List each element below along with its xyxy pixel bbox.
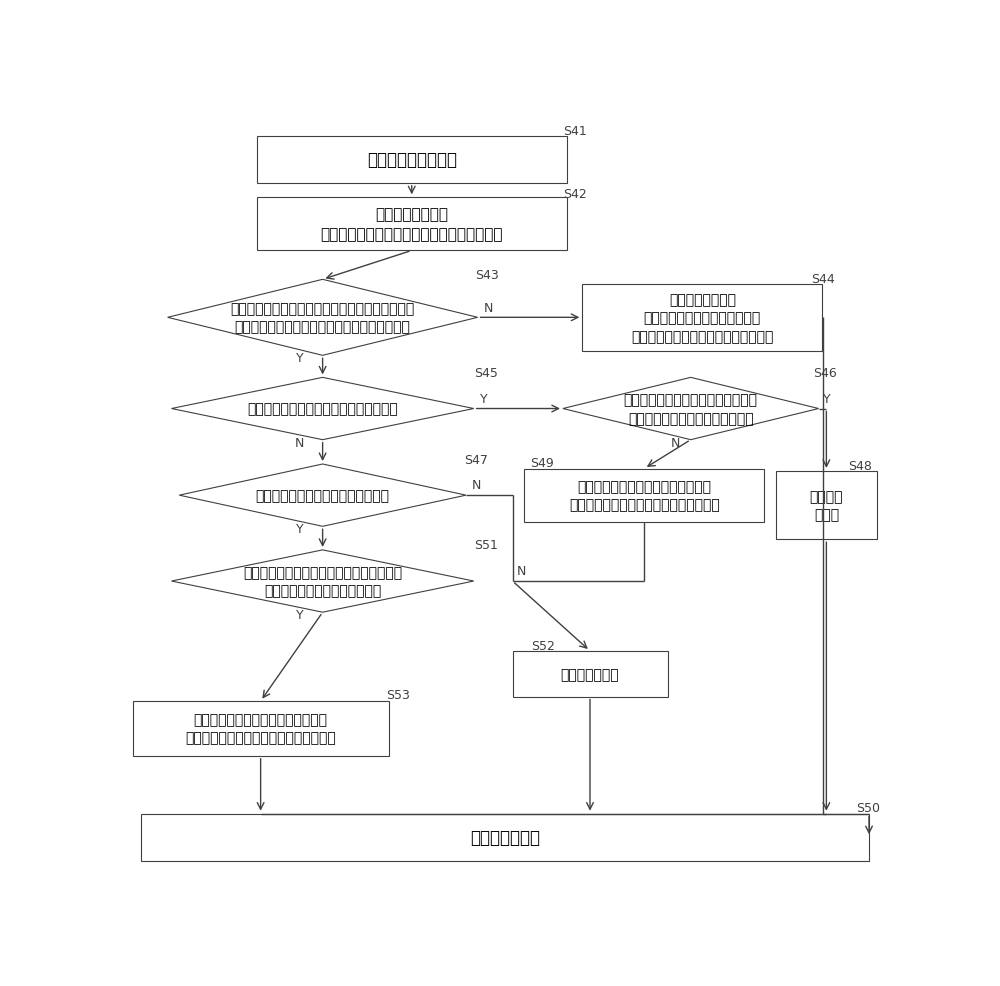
Text: N: N xyxy=(671,437,680,450)
Text: 判断第一增益值与单声道音频数据信号当前时刻的
信号峰值之和是否大于音频数据信号强度最大值: 判断第一增益值与单声道音频数据信号当前时刻的 信号峰值之和是否大于音频数据信号强… xyxy=(230,302,415,334)
Text: S47: S47 xyxy=(464,453,488,466)
Text: S52: S52 xyxy=(531,639,555,652)
FancyBboxPatch shape xyxy=(140,813,869,861)
Text: N: N xyxy=(295,437,304,450)
Text: Y: Y xyxy=(480,392,488,405)
FancyBboxPatch shape xyxy=(257,136,567,183)
Text: 判断第一增益值是否大于第二增益值: 判断第一增益值是否大于第二增益值 xyxy=(256,489,390,503)
Text: S45: S45 xyxy=(474,367,498,380)
Text: 判断第一增益值是否小于等于第二增益值: 判断第一增益值是否小于等于第二增益值 xyxy=(247,402,398,416)
Text: S49: S49 xyxy=(530,457,554,469)
Text: 计算第一增益值与
单声道音频数据信号当前时刻的信号峰值之和: 计算第一增益值与 单声道音频数据信号当前时刻的信号峰值之和 xyxy=(320,207,503,242)
Text: 更新第一增益值，
第一增益值为持续增加的时长和
第一增益值为持续减少的时长设置为零: 更新第一增益值， 第一增益值为持续增加的时长和 第一增益值为持续减少的时长设置为… xyxy=(631,293,774,343)
Text: 更新第一增益值为持续增加的时长，
将第一增益值为持续减少的时长设置为零: 更新第一增益值为持续增加的时长， 将第一增益值为持续减少的时长设置为零 xyxy=(569,479,720,512)
Text: 更新第一增益值为持续减少的时长，
将第一增益值为持续增加的时长设置为零: 更新第一增益值为持续减少的时长， 将第一增益值为持续增加的时长设置为零 xyxy=(185,713,336,744)
FancyBboxPatch shape xyxy=(524,469,764,523)
FancyBboxPatch shape xyxy=(776,471,877,539)
FancyBboxPatch shape xyxy=(582,285,822,351)
Text: S42: S42 xyxy=(563,187,587,200)
Text: S43: S43 xyxy=(475,268,499,282)
Polygon shape xyxy=(179,464,466,527)
Text: S46: S46 xyxy=(813,367,837,380)
Text: 更新第一
增益值: 更新第一 增益值 xyxy=(810,489,843,522)
Text: S53: S53 xyxy=(386,688,410,701)
Text: N: N xyxy=(472,479,482,492)
Text: Y: Y xyxy=(822,392,830,405)
Text: S51: S51 xyxy=(474,538,498,551)
Text: 判断第一增益值为持续减少的时长是否等于
第一增益值保持持续减少的时长: 判断第一增益值为持续减少的时长是否等于 第一增益值保持持续减少的时长 xyxy=(243,565,402,598)
Polygon shape xyxy=(168,280,478,356)
Text: 判断第一增益值为持续增加的时长是
否等于第一增益值保持增加的时长: 判断第一增益值为持续增加的时长是 否等于第一增益值保持增加的时长 xyxy=(624,392,758,425)
Text: S41: S41 xyxy=(563,125,587,138)
Polygon shape xyxy=(172,378,474,440)
Text: Y: Y xyxy=(296,352,303,365)
FancyBboxPatch shape xyxy=(512,652,668,697)
Text: 获取所述第二增益值: 获取所述第二增益值 xyxy=(367,151,457,169)
FancyBboxPatch shape xyxy=(257,198,567,251)
Text: N: N xyxy=(484,301,493,315)
Text: 更新第一增益值: 更新第一增益值 xyxy=(561,668,619,681)
Polygon shape xyxy=(172,550,474,612)
Text: S48: S48 xyxy=(848,459,872,472)
Text: Y: Y xyxy=(296,608,303,622)
Text: N: N xyxy=(516,565,526,578)
Text: 输出第一增益值: 输出第一增益值 xyxy=(470,828,540,846)
Text: Y: Y xyxy=(296,523,303,536)
Polygon shape xyxy=(563,378,819,440)
Text: S50: S50 xyxy=(857,802,881,814)
Text: S44: S44 xyxy=(811,272,835,285)
FancyBboxPatch shape xyxy=(133,701,388,756)
